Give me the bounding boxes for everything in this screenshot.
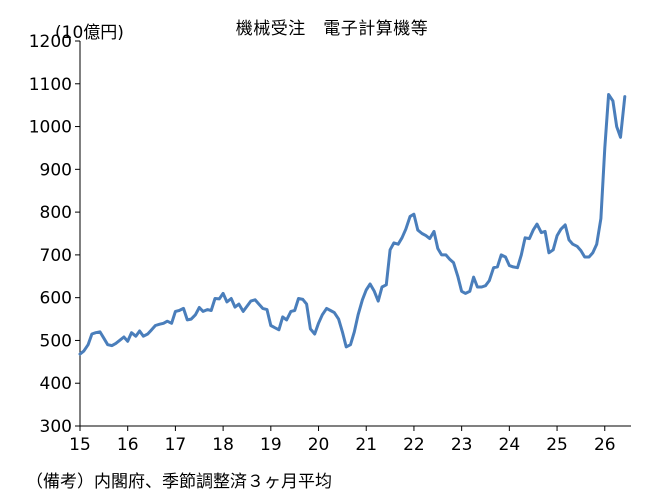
x-tick-label: 22 (403, 435, 425, 455)
x-tick-label: 20 (308, 435, 330, 455)
y-tick-label: 300 (40, 417, 72, 437)
y-tick-label: 1100 (29, 75, 72, 95)
y-tick-label: 400 (40, 374, 72, 394)
x-tick-label: 25 (546, 435, 568, 455)
x-tick-label: 16 (117, 435, 139, 455)
x-tick-label: 23 (451, 435, 473, 455)
y-tick-labels: 300 400 500 600 700 800 900 1000 1100 1200 (29, 32, 72, 437)
x-tick-label: 17 (165, 435, 187, 455)
y-tick-label: 700 (40, 246, 72, 266)
x-tick-label: 24 (499, 435, 521, 455)
y-tick-label: 500 (40, 331, 72, 351)
x-tick-labels: 15 16 17 18 19 20 21 22 23 24 25 26 (69, 435, 615, 455)
series-group (78, 93, 627, 356)
x-tick-label: 26 (594, 435, 616, 455)
y-tick-label: 600 (40, 289, 72, 309)
y-tick-label: 1200 (29, 32, 72, 52)
x-tick-label: 18 (212, 435, 234, 455)
x-tick-label: 21 (355, 435, 377, 455)
x-tick-label: 19 (260, 435, 282, 455)
source-note: （備考）内閣府、季節調整済３ヶ月平均 (26, 472, 332, 492)
y-tick-label: 1000 (29, 118, 72, 138)
axes (75, 40, 631, 431)
y-axis-unit-label: (10億円) (55, 23, 124, 43)
series-line (78, 93, 627, 356)
y-tick-label: 800 (40, 203, 72, 223)
x-tick-label: 15 (69, 435, 91, 455)
y-tick-label: 900 (40, 160, 72, 180)
chart-title: 機械受注 電子計算機等 (235, 19, 429, 39)
